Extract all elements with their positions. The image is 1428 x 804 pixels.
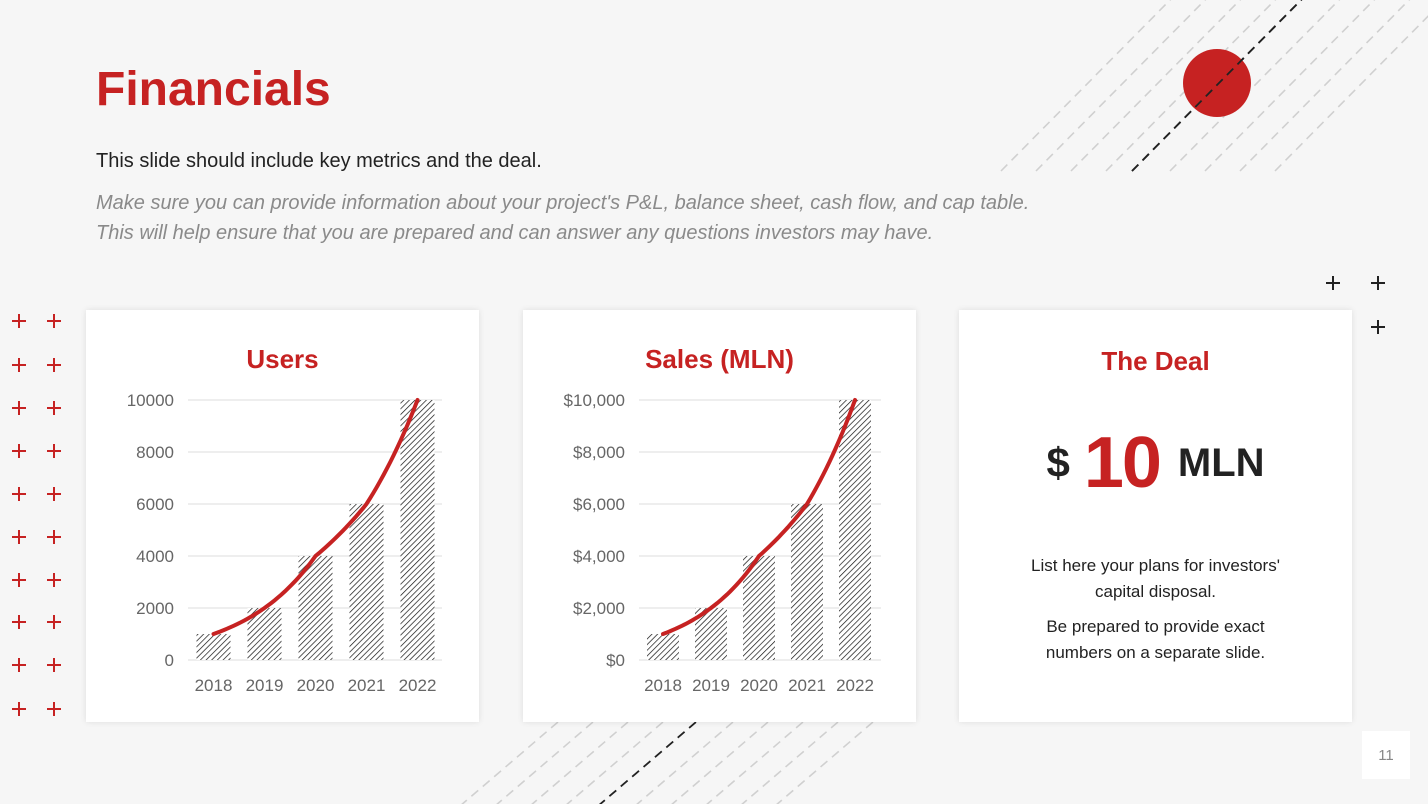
diagonal-dash-line-over-circle xyxy=(1131,0,1303,172)
x-tick-label: 2021 xyxy=(788,676,826,695)
diagonal-dash-line xyxy=(671,709,783,804)
bar-2018 xyxy=(647,634,679,660)
x-tick-label: 2018 xyxy=(644,676,682,695)
users-chart-title: Users xyxy=(246,344,319,374)
diagonal-dash-line xyxy=(741,709,853,804)
sales-chart: $0 $2,000 $4,000 $6,000 $8,000 $10,000 2018 201… xyxy=(564,391,881,695)
diagonal-dash-line xyxy=(1035,0,1207,172)
diagonal-dash-line xyxy=(531,709,643,804)
y-tick-label: $8,000 xyxy=(573,443,625,462)
deal-card: The Deal $10 MLN List here your plans for… xyxy=(959,310,1352,722)
y-tick-label: $0 xyxy=(606,651,625,670)
y-tick-label: 2000 xyxy=(136,599,174,618)
deal-text-plans: List here your plans for investors' capi… xyxy=(1031,556,1280,601)
slide-note-text: Make sure you can provide information ab… xyxy=(96,192,1030,244)
diagonal-dash-line xyxy=(1105,0,1277,172)
y-tick-label: 4000 xyxy=(136,547,174,566)
y-tick-label: 10000 xyxy=(127,391,174,410)
y-tick-label: 8000 xyxy=(136,443,174,462)
y-tick-label: $6,000 xyxy=(573,495,625,514)
bar-2021 xyxy=(349,504,384,660)
diagonal-dash-line xyxy=(636,709,748,804)
slide-title: Financials xyxy=(96,63,331,116)
diagonal-dash-line xyxy=(1070,0,1242,172)
x-tick-label: 2020 xyxy=(297,676,335,695)
bar-2022 xyxy=(839,400,871,660)
deal-amount-value: 10 xyxy=(1083,423,1162,503)
y-tick-label: 0 xyxy=(165,651,174,670)
users-chart: 0 2000 4000 6000 8000 10000 2018 2019 2020 2021 20… xyxy=(127,391,442,695)
diagonal-dash-line xyxy=(1204,0,1376,172)
x-tick-label: 2021 xyxy=(348,676,386,695)
y-tick-label: $4,000 xyxy=(573,547,625,566)
deal-text-prepare: Be prepared to provide exact numbers on … xyxy=(1045,617,1266,662)
deal-currency: $ xyxy=(1046,439,1070,486)
diagonal-dash-line xyxy=(706,709,818,804)
sales-chart-title: Sales (MLN) xyxy=(645,344,794,374)
page-number: 11 xyxy=(1362,731,1410,779)
bar-2018 xyxy=(196,634,231,660)
diagonal-dash-line xyxy=(776,709,888,804)
diagonal-dash-line xyxy=(566,709,678,804)
red-circle xyxy=(1183,49,1251,117)
diagonal-dash-line-dark xyxy=(1131,0,1303,172)
x-tick-label: 2022 xyxy=(836,676,874,695)
y-tick-label: 6000 xyxy=(136,495,174,514)
trend-line xyxy=(661,398,857,636)
x-tick-label: 2018 xyxy=(195,676,233,695)
x-tick-label: 2022 xyxy=(399,676,437,695)
diagonal-dash-line xyxy=(1000,0,1172,172)
diagonal-dash-line-dark xyxy=(598,709,711,804)
deal-title: The Deal xyxy=(1101,346,1210,376)
deal-amount-unit: MLN xyxy=(1177,440,1265,485)
diagonal-dash-line xyxy=(461,709,573,804)
diagonal-dash-line xyxy=(496,709,608,804)
diagonal-dash-line xyxy=(1169,0,1341,172)
deal-amount: $10 MLN xyxy=(959,422,1352,504)
x-tick-label: 2019 xyxy=(692,676,730,695)
y-tick-label: $2,000 xyxy=(573,599,625,618)
x-tick-label: 2019 xyxy=(246,676,284,695)
y-tick-label: $10,000 xyxy=(564,391,625,410)
sales-chart-card: Sales (MLN) $0 $2,000 $4,000 $6,000 $8,000 $1… xyxy=(523,310,916,722)
bar-2022 xyxy=(400,400,435,660)
diagonal-dash-line xyxy=(1239,0,1411,172)
bar-2021 xyxy=(791,504,823,660)
diagonal-dash-line xyxy=(1274,15,1428,172)
x-tick-label: 2020 xyxy=(740,676,778,695)
slide-lead-text: This slide should include key metrics an… xyxy=(96,150,542,172)
trend-line xyxy=(211,398,420,636)
users-chart-card: Users 0 2000 4000 6000 8000 10000 2018 2019 2020… xyxy=(86,310,479,722)
